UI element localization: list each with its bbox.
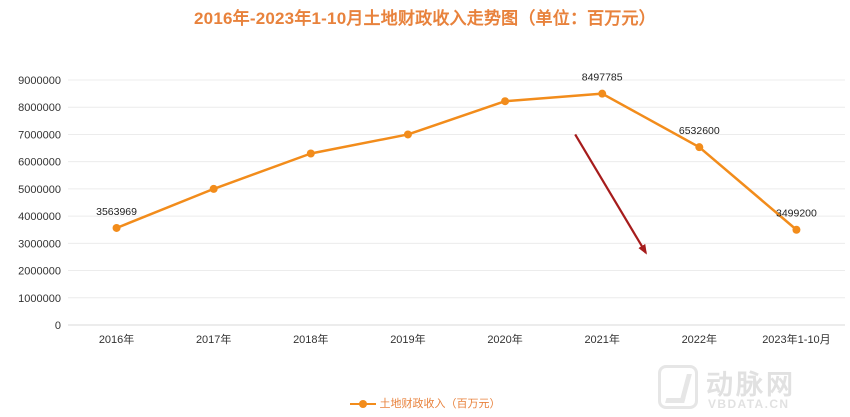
y-tick-label: 0	[55, 320, 61, 332]
watermark: 动脉网 VBDATA.CN	[658, 363, 836, 413]
y-tick-label: 8000000	[18, 102, 61, 114]
y-tick-label: 7000000	[18, 129, 61, 141]
y-tick-label: 4000000	[18, 211, 61, 223]
x-tick-label: 2021年	[584, 332, 619, 346]
vb-logo-icon	[658, 365, 698, 409]
x-tick-label: 2019年	[390, 332, 425, 346]
data-label: 6532600	[679, 125, 720, 137]
data-point	[501, 97, 510, 106]
y-tick-label: 5000000	[18, 184, 61, 196]
data-label: 3499200	[776, 208, 817, 220]
data-point	[695, 143, 704, 152]
chart-title: 2016年-2023年1-10月土地财政收入走势图（单位：百万元）	[194, 9, 656, 28]
legend-line-marker-icon	[349, 399, 376, 409]
x-tick-label: 2016年	[99, 332, 134, 346]
data-label: 3563969	[96, 206, 137, 218]
y-tick-label: 2000000	[18, 266, 61, 278]
trend-arrow-annotation	[574, 133, 647, 255]
y-tick-label: 6000000	[18, 157, 61, 169]
data-point	[209, 184, 218, 193]
legend-label: 土地财政收入（百万元）	[379, 398, 501, 410]
watermark-brand-cn: 动脉网	[706, 370, 796, 401]
data-label: 8497785	[582, 72, 623, 84]
x-tick-label: 2022年	[682, 332, 717, 346]
data-point	[306, 149, 315, 158]
x-axis-tick-labels: 2016年 2017年 2018年 2019年 2020年 2021年 2022年 2023年…	[99, 332, 831, 346]
legend: 土地财政收入（百万元）	[0, 395, 850, 411]
x-tick-label: 2017年	[196, 332, 231, 346]
data-point	[792, 225, 801, 234]
data-point	[112, 223, 121, 232]
data-point	[598, 89, 607, 98]
data-labels: 3563969 8497785 6532600 3499200	[96, 72, 817, 220]
y-tick-label: 1000000	[18, 293, 61, 305]
data-point	[403, 130, 412, 139]
watermark-brand-en: VBDATA.CN	[708, 397, 790, 411]
x-tick-label: 2018年	[293, 332, 328, 346]
x-tick-label: 2020年	[487, 332, 522, 346]
x-tick-label: 2023年1-10月	[762, 332, 831, 346]
y-axis-tick-labels: 0 1000000 2000000 3000000 4000000 5000000 6000…	[18, 75, 61, 332]
series-line	[116, 92, 798, 231]
series-group	[112, 89, 801, 234]
y-tick-label: 3000000	[18, 238, 61, 250]
y-tick-label: 9000000	[18, 75, 61, 87]
trend-arrow	[574, 133, 647, 255]
